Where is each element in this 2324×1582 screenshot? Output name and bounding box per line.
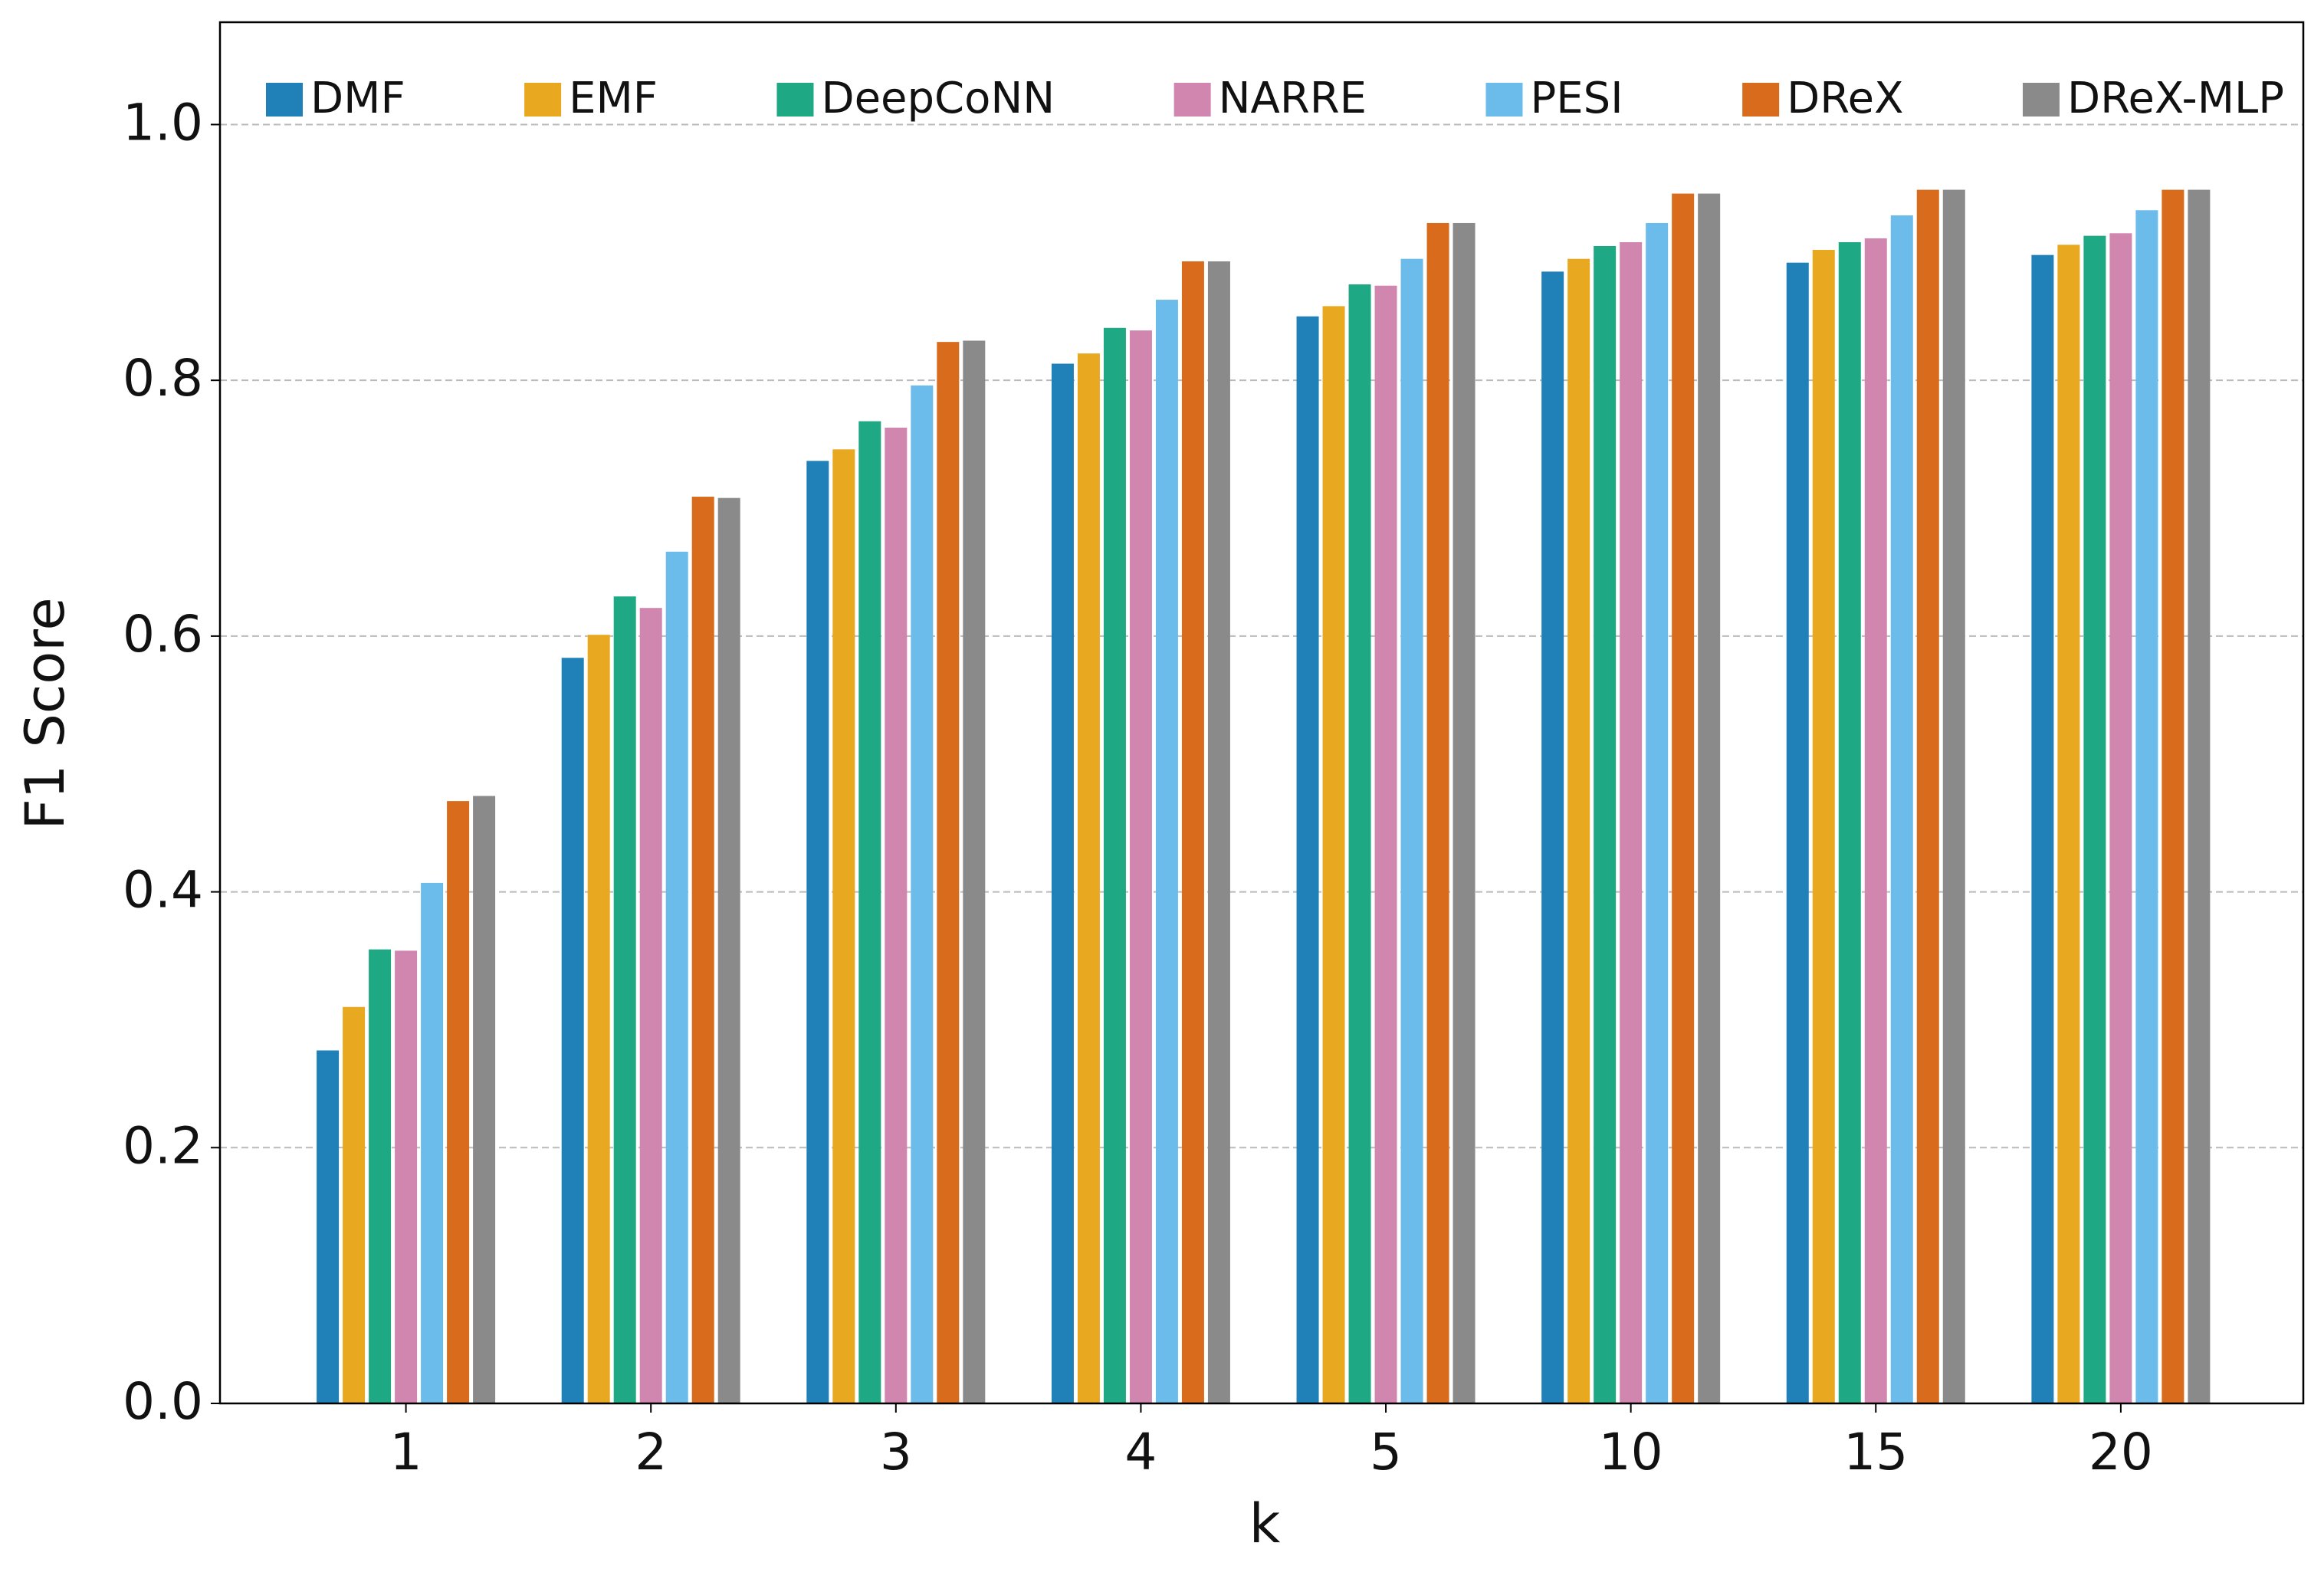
bar bbox=[2083, 235, 2106, 1403]
bar bbox=[1786, 262, 1809, 1403]
bar bbox=[1646, 222, 1669, 1403]
bar bbox=[587, 635, 610, 1403]
legend-item: DReX bbox=[1742, 74, 1904, 123]
x-tick-label: 4 bbox=[1124, 1423, 1157, 1482]
bar bbox=[1452, 222, 1475, 1403]
legend-label: DMF bbox=[310, 74, 405, 123]
bar bbox=[1838, 241, 1861, 1403]
bar bbox=[2057, 245, 2080, 1403]
bar bbox=[1594, 245, 1617, 1404]
legend-item: PESI bbox=[1485, 74, 1623, 123]
y-tick-label: 1.0 bbox=[123, 94, 203, 153]
bar bbox=[1698, 193, 1721, 1403]
x-tick-label: 5 bbox=[1370, 1423, 1402, 1482]
y-tick-label: 0.6 bbox=[123, 605, 203, 664]
bar bbox=[1374, 285, 1397, 1403]
bar bbox=[963, 340, 986, 1403]
x-tick-label: 2 bbox=[635, 1423, 667, 1482]
bar bbox=[1916, 189, 1939, 1403]
legend-item: DReX-MLP bbox=[2022, 74, 2284, 123]
bar bbox=[2031, 254, 2054, 1403]
bar bbox=[1103, 327, 1126, 1404]
legend-swatch bbox=[266, 83, 303, 117]
legend-item: NARRE bbox=[1173, 74, 1367, 123]
bar bbox=[1207, 261, 1230, 1404]
bar bbox=[717, 497, 740, 1403]
bar bbox=[1541, 271, 1564, 1404]
legend-swatch bbox=[776, 83, 814, 117]
legend-item: DMF bbox=[266, 74, 405, 123]
bar bbox=[1155, 300, 1178, 1404]
y-axis-label: F1 Score bbox=[14, 597, 77, 829]
bar bbox=[2135, 210, 2158, 1403]
bar bbox=[395, 950, 418, 1403]
bar bbox=[1348, 284, 1371, 1404]
bar bbox=[832, 449, 855, 1403]
x-tick-label: 10 bbox=[1599, 1423, 1663, 1482]
bar bbox=[613, 596, 636, 1403]
bar bbox=[665, 551, 688, 1404]
bar bbox=[1051, 363, 1074, 1404]
x-tick-label: 3 bbox=[880, 1423, 912, 1482]
x-tick-label: 1 bbox=[390, 1423, 422, 1482]
x-axis-label: k bbox=[1249, 1492, 1281, 1555]
bar bbox=[473, 796, 496, 1403]
bar bbox=[369, 949, 392, 1403]
bar bbox=[1620, 241, 1643, 1403]
bar bbox=[561, 658, 584, 1403]
bar bbox=[343, 1006, 366, 1403]
bar bbox=[1672, 193, 1695, 1403]
bar bbox=[1890, 215, 1913, 1403]
bar bbox=[1426, 222, 1449, 1403]
legend-swatch bbox=[1485, 83, 1523, 117]
bar bbox=[421, 882, 444, 1403]
bar bbox=[1567, 258, 1590, 1404]
x-tick-label: 15 bbox=[1843, 1423, 1908, 1482]
bar bbox=[1322, 306, 1345, 1403]
bar bbox=[2188, 189, 2211, 1403]
x-tick-label: 20 bbox=[2089, 1423, 2153, 1482]
bar bbox=[1864, 238, 1887, 1404]
plot-frame bbox=[218, 21, 2305, 1405]
bar bbox=[1181, 261, 1204, 1404]
bar bbox=[1296, 316, 1319, 1403]
legend-label: DeepCoNN bbox=[821, 74, 1055, 123]
bar bbox=[1400, 258, 1423, 1404]
bar bbox=[885, 427, 908, 1403]
bar bbox=[2109, 233, 2132, 1403]
y-tick-label: 0.0 bbox=[123, 1372, 203, 1431]
legend: DMF EMF DeepCoNN NARRE PESI DReX DReX-MLP bbox=[266, 74, 2284, 123]
bar bbox=[639, 608, 662, 1404]
legend-label: EMF bbox=[569, 74, 658, 123]
bar bbox=[447, 801, 470, 1403]
y-tick-label: 0.4 bbox=[123, 861, 203, 920]
legend-swatch bbox=[524, 83, 562, 117]
bar bbox=[1077, 353, 1100, 1404]
legend-swatch bbox=[1742, 83, 1780, 117]
legend-label: DReX-MLP bbox=[2067, 74, 2284, 123]
bar bbox=[1812, 249, 1835, 1403]
bar bbox=[806, 461, 829, 1403]
bar bbox=[1129, 330, 1152, 1403]
bar bbox=[317, 1050, 340, 1403]
legend-swatch bbox=[2022, 83, 2060, 117]
legend-label: PESI bbox=[1530, 74, 1623, 123]
legend-label: DReX bbox=[1787, 74, 1903, 123]
legend-swatch bbox=[1173, 83, 1211, 117]
legend-label: NARRE bbox=[1219, 74, 1367, 123]
bar bbox=[937, 342, 960, 1403]
bar bbox=[691, 497, 714, 1403]
bar bbox=[1942, 189, 1965, 1403]
bar bbox=[2162, 189, 2184, 1403]
legend-item: DeepCoNN bbox=[776, 74, 1055, 123]
bar bbox=[911, 385, 934, 1403]
y-tick-label: 0.2 bbox=[123, 1116, 203, 1175]
y-tick-label: 0.8 bbox=[123, 349, 203, 408]
legend-item: EMF bbox=[524, 74, 658, 123]
bar bbox=[858, 421, 881, 1403]
